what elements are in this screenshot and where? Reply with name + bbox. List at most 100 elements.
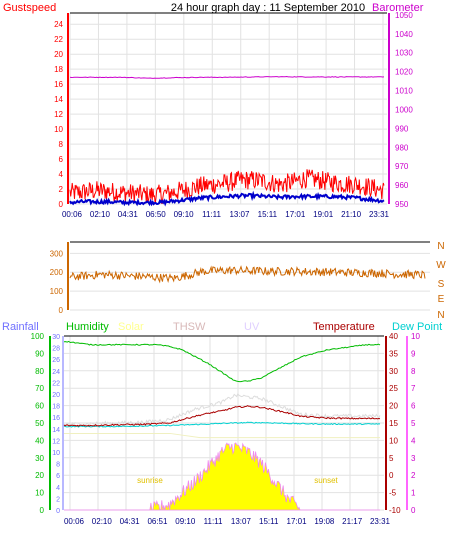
legend-temperature: Temperature bbox=[313, 321, 375, 333]
rain-axis-tick-label: 12 bbox=[52, 438, 60, 445]
humidity-axis-tick-label: 90 bbox=[35, 349, 44, 358]
graph-title: 24 hour graph day : 11 September 2010 bbox=[171, 2, 365, 14]
uv-axis-tick-label: 3 bbox=[411, 454, 416, 463]
solar-area bbox=[64, 442, 380, 511]
wind-series-line bbox=[69, 190, 385, 207]
barometer-axis-tick-label: 1010 bbox=[395, 87, 413, 96]
gust-axis-tick-label: 20 bbox=[54, 50, 63, 59]
humidity-axis-tick-label: 30 bbox=[35, 454, 44, 463]
barometer-axis-tick-label: 1050 bbox=[395, 11, 413, 20]
weather-x-tick-label: 21:17 bbox=[342, 517, 363, 526]
temperature-axis-tick-label: 5 bbox=[389, 454, 394, 463]
barometer-series-line bbox=[69, 75, 385, 79]
temperature-axis-tick-label: 30 bbox=[389, 367, 398, 376]
uv-axis-tick-label: 6 bbox=[411, 402, 416, 411]
thsw-series-line bbox=[63, 392, 381, 427]
weather-x-tick-label: 04:31 bbox=[120, 517, 141, 526]
direction-axis-tick-label: 200 bbox=[50, 268, 64, 277]
uv-axis-tick-label: 9 bbox=[411, 349, 416, 358]
humidity-axis-tick-label: 40 bbox=[35, 436, 44, 445]
gust-axis-tick-label: 4 bbox=[59, 170, 64, 179]
dewpoint-series-line bbox=[63, 421, 381, 428]
speed-x-tick-label: 15:11 bbox=[258, 210, 278, 219]
legend-uv: UV bbox=[244, 321, 260, 333]
uv-axis-tick-label: 5 bbox=[411, 419, 416, 428]
barometer-axis-tick-label: 990 bbox=[395, 124, 409, 133]
gust-axis-tick-label: 18 bbox=[54, 65, 63, 74]
compass-label: S bbox=[438, 279, 445, 290]
gust-axis-tick-label: 6 bbox=[59, 155, 64, 164]
gust-axis-tick-label: 14 bbox=[54, 95, 63, 104]
speed-x-tick-label: 00:06 bbox=[62, 210, 83, 219]
heat-index-line bbox=[64, 432, 380, 439]
uv-axis-tick-label: 0 bbox=[411, 506, 416, 515]
gust-axis-tick-label: 16 bbox=[54, 80, 63, 89]
humidity-axis-tick-label: 60 bbox=[35, 402, 44, 411]
uv-axis-tick-label: 4 bbox=[411, 436, 416, 445]
direction-axis-tick-label: 300 bbox=[50, 249, 64, 258]
legend-rainfall: Rainfall bbox=[2, 321, 39, 333]
humidity-axis-tick-label: 70 bbox=[35, 384, 44, 393]
weather-x-tick-label: 06:51 bbox=[147, 517, 168, 526]
rain-axis-tick-label: 8 bbox=[56, 462, 60, 469]
legend-humidity: Humidity bbox=[66, 321, 109, 333]
gust-axis-tick-label: 8 bbox=[59, 140, 64, 149]
temperature-axis-tick-label: 35 bbox=[389, 349, 398, 358]
temperature-axis-tick-label: 40 bbox=[389, 332, 398, 341]
barometer-axis-tick-label: 960 bbox=[395, 181, 409, 190]
speed-x-tick-label: 21:10 bbox=[341, 210, 362, 219]
sunrise-annotation: sunrise bbox=[137, 476, 163, 485]
rain-axis-tick-label: 28 bbox=[52, 346, 60, 353]
rain-axis-tick-label: 20 bbox=[52, 392, 60, 399]
uv-axis-tick-label: 7 bbox=[411, 384, 416, 393]
uv-axis-tick-label: 10 bbox=[411, 332, 420, 341]
weather-x-tick-label: 11:11 bbox=[204, 517, 223, 526]
rain-axis-tick-label: 22 bbox=[52, 380, 60, 387]
weather-x-tick-label: 15:11 bbox=[259, 517, 279, 526]
barometer-axis-tick-label: 1030 bbox=[395, 49, 413, 58]
rain-axis-tick-label: 18 bbox=[52, 404, 60, 411]
legend-dewpoint: Dew Point bbox=[392, 321, 442, 333]
rain-axis-tick-label: 2 bbox=[56, 496, 60, 503]
legend-solar: Solar bbox=[118, 321, 144, 333]
weather-x-tick-label: 00:06 bbox=[64, 517, 85, 526]
speed-x-tick-label: 04:31 bbox=[118, 210, 139, 219]
speed-panel: 0246810121416182022249509609709809901000… bbox=[54, 11, 413, 219]
humidity-axis-tick-label: 10 bbox=[35, 489, 44, 498]
uv-axis-tick-label: 8 bbox=[411, 367, 416, 376]
direction-axis-tick-label: 0 bbox=[59, 306, 64, 315]
legend-thsw: THSW bbox=[173, 321, 206, 333]
rain-axis-tick-label: 24 bbox=[52, 369, 60, 376]
speed-x-tick-label: 13:07 bbox=[229, 210, 250, 219]
gust-axis-tick-label: 22 bbox=[54, 35, 63, 44]
speed-x-tick-label: 19:01 bbox=[313, 210, 334, 219]
compass-label: W bbox=[436, 260, 446, 271]
barometer-axis-tick-label: 970 bbox=[395, 162, 409, 171]
temperature-axis-tick-label: 15 bbox=[389, 419, 398, 428]
compass-label: N bbox=[437, 241, 444, 252]
weather-x-tick-label: 23:31 bbox=[370, 517, 391, 526]
rain-axis-tick-label: 30 bbox=[52, 334, 60, 341]
humidity-axis-tick-label: 100 bbox=[31, 332, 45, 341]
rain-axis-tick-label: 14 bbox=[52, 427, 60, 434]
rain-axis-tick-label: 26 bbox=[52, 357, 60, 364]
sunset-annotation: sunset bbox=[314, 476, 338, 485]
rain-axis-tick-label: 4 bbox=[56, 485, 60, 492]
speed-x-tick-label: 09:10 bbox=[174, 210, 195, 219]
weather-panel: 0102030405060708090100024681012141618202… bbox=[31, 332, 421, 526]
humidity-axis-tick-label: 50 bbox=[35, 419, 44, 428]
speed-x-tick-label: 11:11 bbox=[202, 210, 221, 219]
temperature-axis-tick-label: 0 bbox=[389, 471, 394, 480]
speed-x-tick-label: 23:31 bbox=[369, 210, 390, 219]
compass-label: E bbox=[438, 294, 445, 305]
temperature-axis-tick-label: -10 bbox=[389, 506, 401, 515]
weather-x-tick-label: 17:01 bbox=[287, 517, 308, 526]
weather-x-tick-label: 02:10 bbox=[92, 517, 113, 526]
gust-axis-tick-label: 0 bbox=[59, 200, 64, 209]
rain-axis-tick-label: 6 bbox=[56, 473, 60, 480]
temperature-axis-tick-label: -5 bbox=[389, 489, 397, 498]
rain-axis-tick-label: 10 bbox=[52, 450, 60, 457]
